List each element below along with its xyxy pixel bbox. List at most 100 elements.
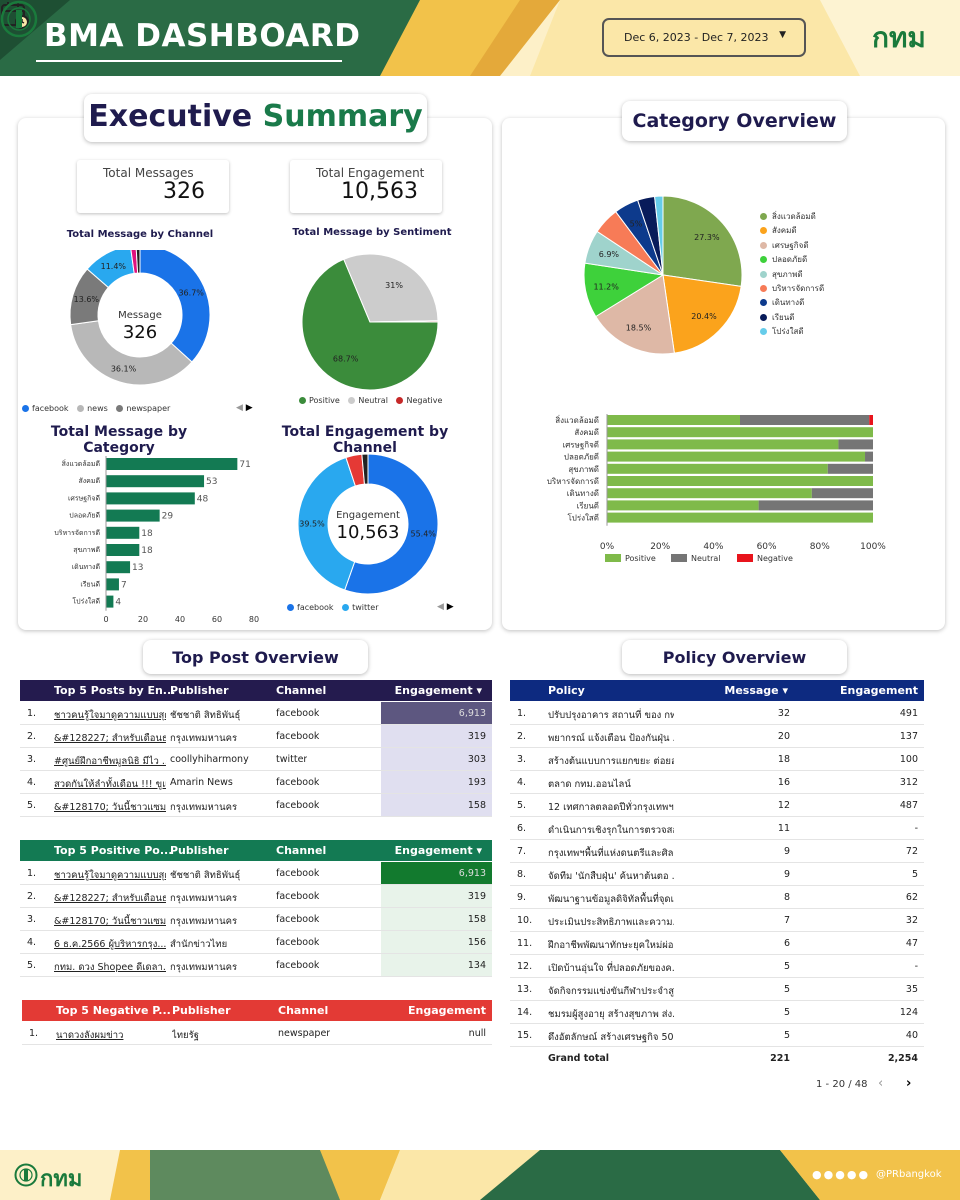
table-row[interactable]: 3. &#128170; วันนี้ชาวแซม ... กรุงเทพมหานค… xyxy=(20,908,492,931)
table-row[interactable]: 3. #ศูนย์ฝึกอาชีพมูลนิธิ มีไว ... coollyhi… xyxy=(20,748,492,771)
column-header[interactable]: Publisher xyxy=(170,684,229,697)
chevron-left-icon[interactable]: ◀ xyxy=(236,403,243,413)
table-row[interactable]: 2. &#128227; สำหรับเดือนธ... กรุงเทพมหานคร… xyxy=(20,725,492,748)
column-header[interactable]: Channel xyxy=(278,1004,329,1017)
post-link[interactable]: &#128170; วันนี้ชาวแซม ... xyxy=(54,802,166,813)
chevron-down-icon[interactable]: ▼ xyxy=(779,30,786,40)
pie-slice[interactable] xyxy=(86,250,135,289)
share-icon[interactable]: ● xyxy=(812,1168,824,1181)
chevron-left-icon[interactable]: ◀ xyxy=(437,602,444,612)
table-row[interactable]: 2. &#128227; สำหรับเดือนธ... กรุงเทพมหานคร… xyxy=(20,885,492,908)
stacked-bar-segment[interactable] xyxy=(607,512,873,523)
stacked-bar-segment[interactable] xyxy=(607,500,759,511)
facebook-icon[interactable]: ● xyxy=(823,1168,836,1181)
youtube-icon[interactable]: ● xyxy=(846,1168,859,1181)
table-row[interactable]: 11. ฝึกอาชีพพัฒนาทักษะยุคใหม่ผ่อ... 6 47 xyxy=(510,932,924,955)
pie-slice[interactable] xyxy=(343,253,439,323)
table-row[interactable]: 7. กรุงเทพฯพื้นที่แห่งดนตรีและศิล... 9 72 xyxy=(510,840,924,863)
column-header[interactable]: Policy xyxy=(548,684,585,697)
pie-slice[interactable] xyxy=(662,195,743,287)
post-link[interactable]: 6 ธ.ค.2566 ผู้บริหารกรุง... xyxy=(54,939,166,950)
pie-slice[interactable] xyxy=(369,320,439,323)
stacked-bar-segment[interactable] xyxy=(869,415,873,425)
table-row[interactable]: 1. ชาวคนรู้ใจมาดูความแบบสุด... ชัชชาติ สิท… xyxy=(20,862,492,885)
post-link[interactable]: &#128170; วันนี้ชาวแซม ... xyxy=(54,916,166,927)
date-range-picker[interactable]: Dec 6, 2023 - Dec 7, 2023 ▼ xyxy=(602,18,806,57)
bar[interactable] xyxy=(106,492,195,505)
legend-pager[interactable]: ◀ ▶ xyxy=(437,602,454,612)
bar[interactable] xyxy=(106,544,140,556)
column-header[interactable]: Message ▾ xyxy=(724,684,788,697)
bar[interactable] xyxy=(106,578,119,591)
stacked-bar-segment[interactable] xyxy=(811,488,873,499)
post-link[interactable]: นาดวงลังผมข่าว xyxy=(56,1030,124,1041)
post-link[interactable]: ชาวคนรู้ใจมาดูความแบบสุด... xyxy=(54,870,166,881)
post-link[interactable]: ชาวคนรู้ใจมาดูความแบบสุด... xyxy=(54,710,166,721)
pie-slice[interactable] xyxy=(344,453,439,595)
table-row[interactable]: 8. จัดทีม 'นักสืบฝุ่น' ค้นหาต้นตอ ... 9 5 xyxy=(510,863,924,886)
post-link[interactable]: &#128227; สำหรับเดือนธ... xyxy=(54,733,166,744)
pie-slice[interactable] xyxy=(70,320,193,386)
pie-slice[interactable] xyxy=(595,274,675,355)
column-header[interactable]: Top 5 Posts by En... xyxy=(54,684,176,697)
bar[interactable] xyxy=(106,458,238,470)
table-row[interactable]: 4. 6 ธ.ค.2566 ผู้บริหารกรุง... สำนักข่าวไท… xyxy=(20,931,492,954)
pie-slice[interactable] xyxy=(662,274,742,354)
chevron-right-icon[interactable]: › xyxy=(906,1076,912,1091)
column-header[interactable]: Engagement ▾ xyxy=(394,684,482,697)
chevron-right-icon[interactable]: ▶ xyxy=(245,403,253,413)
column-header[interactable]: Publisher xyxy=(170,844,229,857)
pie-slice[interactable] xyxy=(301,258,439,391)
table-row[interactable]: 9. พัฒนาฐานข้อมูลดิจิทัลพื้นที่จุดเ... 8 62 xyxy=(510,886,924,909)
table-row[interactable]: 3. สร้างต้นแบบการแยกขยะ ต่อยอ... 18 100 xyxy=(510,748,924,771)
chevron-left-icon[interactable]: ‹ xyxy=(878,1076,884,1091)
bar[interactable] xyxy=(106,595,114,608)
stacked-bar-segment[interactable] xyxy=(827,463,873,474)
stacked-bar-segment[interactable] xyxy=(607,463,828,474)
stacked-bar-segment[interactable] xyxy=(607,439,839,450)
bar[interactable] xyxy=(106,561,131,574)
table-row[interactable]: 5. &#128170; วันนี้ชาวแซม ... กรุงเทพมหานค… xyxy=(20,794,492,817)
column-header[interactable]: Channel xyxy=(276,844,327,857)
pie-slice[interactable] xyxy=(135,250,141,274)
legend-pager[interactable]: ◀ ▶ xyxy=(236,403,253,413)
line-icon[interactable]: ● xyxy=(858,1168,871,1181)
stacked-bar-segment[interactable] xyxy=(607,476,873,486)
post-link[interactable]: กทม. ดวง Shopee ดีเดลา... xyxy=(54,962,166,973)
pie-slice[interactable] xyxy=(654,195,664,276)
column-header[interactable]: Top 5 Positive Po... xyxy=(54,844,173,857)
post-link[interactable]: #ศูนย์ฝึกอาชีพมูลนิธิ มีไว ... xyxy=(54,756,166,767)
instagram-icon[interactable]: ● xyxy=(835,1168,847,1181)
table-row[interactable]: 14. ชมรมผู้สูงอายุ สร้างสุขภาพ ส่ง... 5 124 xyxy=(510,1001,924,1024)
table-row[interactable]: 4. ตลาด กทม.ออนไลน์ 16 312 xyxy=(510,771,924,794)
bar[interactable] xyxy=(106,475,205,488)
table-row[interactable]: 5. กทม. ดวง Shopee ดีเดลา... กรุงเทพมหานคร… xyxy=(20,954,492,977)
stacked-bar-segment[interactable] xyxy=(607,488,812,499)
column-header[interactable]: Engagement xyxy=(408,1004,486,1017)
pie-slice[interactable] xyxy=(361,453,369,485)
table-row[interactable]: 13. จัดกิจกรรมแข่งขันกีฬาประจำสู... 5 35 xyxy=(510,978,924,1001)
post-link[interactable]: &#128227; สำหรับเดือนธ... xyxy=(54,893,166,904)
bar[interactable] xyxy=(106,509,160,522)
table-row[interactable]: 4. สวดกันให้ลำทั้งเดือน !!! ขูแม... Amarin… xyxy=(20,771,492,794)
post-link[interactable]: สวดกันให้ลำทั้งเดือน !!! ขูแม... xyxy=(54,779,166,790)
column-header[interactable]: Engagement xyxy=(840,684,918,697)
stacked-bar-segment[interactable] xyxy=(758,500,873,511)
table-row[interactable]: 6. ดำเนินการเชิงรุกในการตรวจสอ... 11 - xyxy=(510,817,924,840)
pie-slice[interactable] xyxy=(297,456,357,591)
column-header[interactable]: Channel xyxy=(276,684,327,697)
column-header[interactable]: Top 5 Negative P... xyxy=(56,1004,171,1017)
table-row[interactable]: 2. พยากรณ์ แจ้งเตือน ป้องกันฝุ่น ... 20 137 xyxy=(510,725,924,748)
table-row[interactable]: 1. นาดวงลังผมข่าว ไทยรัฐ newspaper null xyxy=(22,1022,492,1045)
chevron-right-icon[interactable]: ▶ xyxy=(446,602,454,612)
table-row[interactable]: 5. 12 เทศกาลตลอดปีทั่วกรุงเทพฯ 12 487 xyxy=(510,794,924,817)
column-header[interactable]: Publisher xyxy=(172,1004,231,1017)
stacked-bar-segment[interactable] xyxy=(607,415,740,425)
stacked-bar-segment[interactable] xyxy=(607,451,866,462)
bar[interactable] xyxy=(106,526,140,539)
table-row[interactable]: 15. ดึงอัตลักษณ์ สร้างเศรษฐกิจ 50 ... 5 40 xyxy=(510,1024,924,1047)
stacked-bar-segment[interactable] xyxy=(607,427,873,438)
table-row[interactable]: 1. ชาวคนรู้ใจมาดูความแบบสุด... ชัชชาติ สิท… xyxy=(20,702,492,725)
column-header[interactable]: Engagement ▾ xyxy=(394,844,482,857)
table-row[interactable]: 12. เปิดบ้านอุ่นใจ ที่ปลอดภัยของค... 5 - xyxy=(510,955,924,978)
